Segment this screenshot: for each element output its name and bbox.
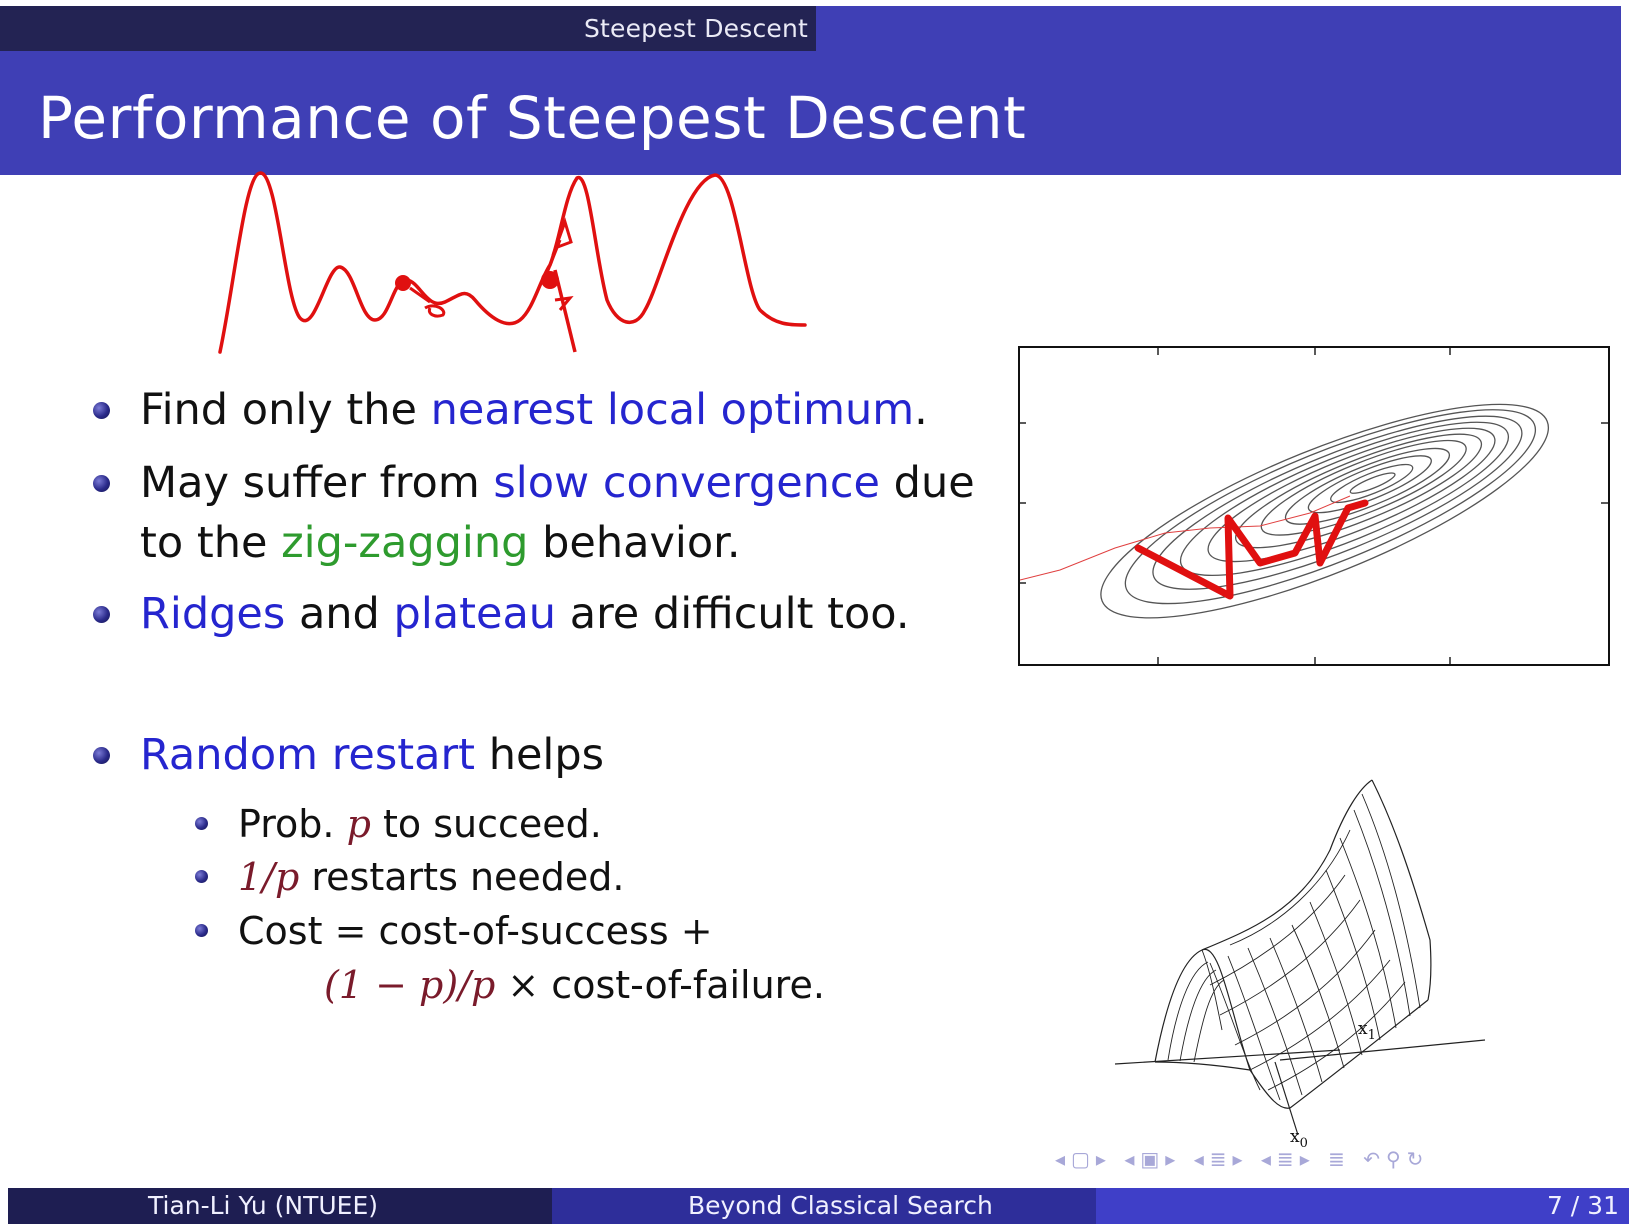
subbullet-marker bbox=[195, 924, 208, 937]
bullet-marker bbox=[93, 606, 110, 623]
ridge-surface-figure: x1 x0 bbox=[1114, 779, 1486, 1150]
footer-author: Tian-Li Yu (NTUEE) bbox=[148, 1191, 379, 1220]
nav-doc-icon[interactable]: ◂≣▸ bbox=[1260, 1147, 1316, 1171]
contour-plot bbox=[1018, 346, 1610, 666]
bullet-1: Find only the nearest local optimum. bbox=[140, 385, 928, 435]
page-title: Performance of Steepest Descent bbox=[38, 84, 1027, 152]
nav-frame-prev-icon[interactable]: ◂▢▸ bbox=[1055, 1147, 1112, 1171]
svg-text:x1: x1 bbox=[1358, 1019, 1376, 1043]
svg-text:x0: x0 bbox=[1290, 1127, 1308, 1150]
bullet-marker bbox=[93, 475, 110, 492]
subbullet-3-continued: (1 − p)/p × cost-of-failure. bbox=[324, 963, 825, 1007]
bullet-2: May suffer from slow convergence due bbox=[140, 458, 975, 508]
footer-author-panel: Tian-Li Yu (NTUEE) bbox=[8, 1188, 552, 1224]
nav-undo-search-icon[interactable]: ↶⚲↻ bbox=[1363, 1147, 1430, 1171]
subbullet-marker bbox=[195, 870, 208, 883]
bullet-2-continued: to the zig-zagging behavior. bbox=[140, 518, 741, 568]
footer: Tian-Li Yu (NTUEE) Beyond Classical Sear… bbox=[8, 1188, 1629, 1224]
hand-drawn-curve-sketch bbox=[218, 171, 807, 354]
subbullet-marker bbox=[195, 817, 208, 830]
bullet-marker bbox=[93, 747, 110, 764]
bullet-4: Random restart helps bbox=[140, 730, 605, 780]
footer-page-panel: 7 / 31 bbox=[1096, 1188, 1629, 1224]
subbullet-3: Cost = cost-of-success + bbox=[238, 909, 713, 953]
bullet-marker bbox=[93, 402, 110, 419]
section-title: Steepest Descent bbox=[0, 6, 816, 51]
subbullet-2: 1/p restarts needed. bbox=[238, 855, 625, 899]
bullet-3: Ridges and plateau are difficult too. bbox=[140, 589, 910, 639]
nav-section-icon[interactable]: ◂≣▸ bbox=[1193, 1147, 1249, 1171]
footer-page-number: 7 / 31 bbox=[1546, 1191, 1619, 1220]
subbullet-1: Prob. p to succeed. bbox=[238, 802, 602, 846]
nav-toc-icon[interactable]: ≣ bbox=[1328, 1147, 1351, 1171]
title-bar bbox=[0, 51, 1621, 175]
beamer-navigation-bar[interactable]: ◂▢▸ ◂▣▸ ◂≣▸ ◂≣▸ ≣ ↶⚲↻ bbox=[1055, 1147, 1629, 1177]
footer-title-panel: Beyond Classical Search bbox=[552, 1188, 1096, 1224]
contour-plot-figure bbox=[1020, 348, 1608, 664]
footer-talk-title: Beyond Classical Search bbox=[688, 1191, 993, 1220]
nav-subsection-icon[interactable]: ◂▣▸ bbox=[1124, 1147, 1182, 1171]
